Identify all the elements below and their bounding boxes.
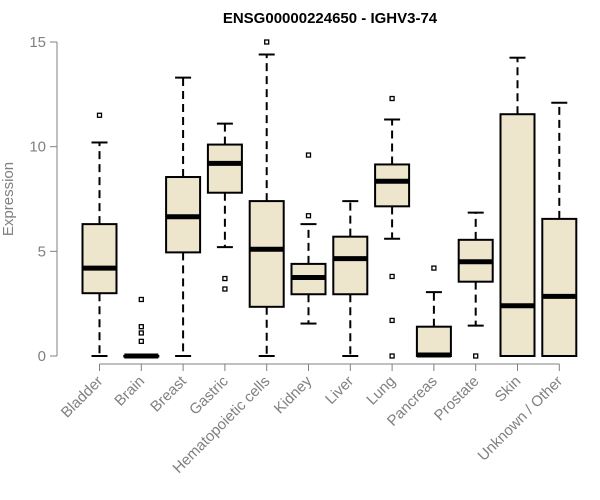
y-axis: 0 5 10 15 bbox=[29, 34, 58, 365]
box-iqr bbox=[206, 143, 243, 194]
outlier-point bbox=[138, 330, 144, 336]
box-lung bbox=[374, 95, 411, 359]
outlier-point bbox=[431, 265, 437, 271]
y-tick-label: 5 bbox=[38, 243, 46, 260]
box-iqr bbox=[374, 163, 411, 208]
box-skin bbox=[499, 56, 536, 357]
box-iqr bbox=[415, 325, 452, 357]
outlier-point bbox=[96, 112, 103, 118]
box-pancreas bbox=[415, 265, 452, 358]
x-tick-label: Lung bbox=[363, 373, 399, 409]
box-bladder bbox=[81, 112, 118, 357]
chart-title: ENSG00000224650 - IGHV3-74 bbox=[223, 10, 438, 27]
y-tick-label: 0 bbox=[38, 348, 46, 365]
x-tick-label: Bladder bbox=[58, 373, 107, 422]
outlier-point bbox=[305, 213, 312, 219]
box-iqr bbox=[332, 235, 369, 296]
y-tick-label: 15 bbox=[29, 34, 46, 51]
x-tick-label: Prostate bbox=[431, 373, 483, 425]
outlier-point bbox=[264, 39, 270, 45]
box-kidney bbox=[290, 152, 327, 325]
outlier-point bbox=[138, 338, 144, 344]
outlier-point bbox=[389, 95, 395, 102]
x-tick-label: Liver bbox=[322, 373, 357, 408]
box-unknown-other bbox=[541, 101, 578, 357]
box-breast bbox=[165, 76, 202, 357]
box-gastric bbox=[206, 122, 243, 292]
box-liver bbox=[332, 200, 369, 357]
outlier-point bbox=[389, 353, 395, 359]
outlier-point bbox=[389, 273, 395, 280]
outlier-point bbox=[138, 324, 144, 330]
y-axis-label: Expression bbox=[0, 162, 17, 236]
box-iqr bbox=[499, 113, 536, 357]
x-tick-label: Skin bbox=[492, 373, 525, 406]
x-tick-label: Brain bbox=[111, 373, 148, 410]
box-prostate bbox=[457, 211, 494, 359]
outlier-point bbox=[473, 353, 479, 359]
box-hematopoietic-cells bbox=[248, 39, 285, 357]
outlier-point bbox=[305, 152, 312, 158]
outlier-point bbox=[389, 317, 395, 324]
outlier-point bbox=[222, 286, 228, 292]
outlier-point bbox=[222, 275, 228, 282]
x-tick-label: Breast bbox=[147, 372, 190, 415]
box-brain bbox=[123, 296, 160, 359]
y-tick-label: 10 bbox=[29, 139, 46, 156]
box-iqr bbox=[81, 223, 118, 295]
boxes bbox=[81, 39, 578, 359]
outlier-point bbox=[138, 296, 144, 303]
box-iqr bbox=[541, 217, 578, 357]
x-tick-label: Kidney bbox=[271, 372, 316, 417]
box-iqr bbox=[248, 200, 285, 308]
